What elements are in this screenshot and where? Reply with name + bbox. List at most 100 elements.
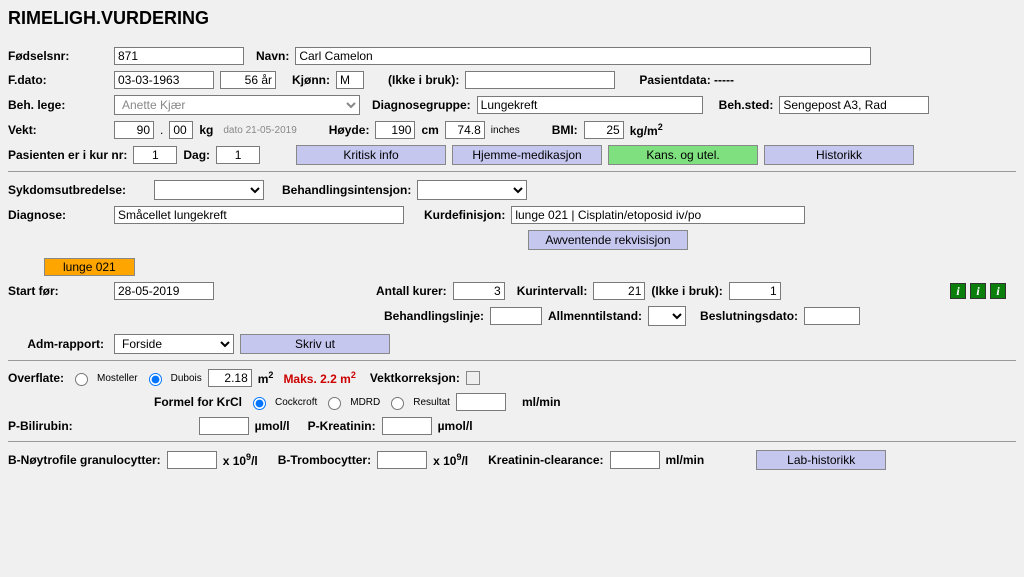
input-resultat[interactable] [456,393,506,411]
input-kurnum[interactable] [133,146,177,164]
label-m2: m2 [258,370,274,386]
row-sykdom: Sykdomsutbredelse: Behandlingsintensjon: [8,180,1016,200]
row-startfor: Start før: Antall kurer: Kurintervall: (… [8,282,1016,300]
radio-mosteller[interactable] [75,373,88,386]
label-ikkeibruk2: (Ikke i bruk): [651,284,722,298]
btn-kans[interactable]: Kans. og utel. [608,145,758,165]
select-admrapport[interactable]: Forside [114,334,234,354]
label-mdrd: MDRD [350,397,380,408]
label-cockcroft: Cockcroft [275,397,317,408]
input-age [220,71,276,89]
label-resultat: Resultat [413,397,450,408]
input-diagnose[interactable] [114,206,404,224]
input-trombocytter[interactable] [377,451,427,469]
label-umoll-2: µmol/l [438,419,473,433]
divider-1 [8,171,1016,172]
input-vekt2[interactable] [169,121,193,139]
radio-resultat[interactable] [391,397,404,410]
input-overflate[interactable] [208,369,252,387]
btn-awventende[interactable]: Awventende rekvisisjon [528,230,688,250]
input-pbilirubin[interactable] [199,417,249,435]
label-ikkeibruk: (Ikke i bruk): [388,73,459,87]
label-diagnose: Diagnose: [8,208,108,222]
label-overflate: Overflate: [8,371,64,385]
label-kurintervall: Kurintervall: [517,284,588,298]
input-granulocytter[interactable] [167,451,217,469]
tag-lungecode: lunge 021 [44,258,135,276]
input-vekt1[interactable] [114,121,154,139]
label-dag: Dag: [183,148,210,162]
radio-dubois[interactable] [149,373,162,386]
radio-mdrd[interactable] [328,397,341,410]
label-navn: Navn: [256,49,289,63]
input-ikkeibruk[interactable] [465,71,615,89]
input-diagnosegruppe[interactable] [477,96,703,114]
label-mlmin-2: ml/min [666,453,705,467]
label-fodselsnr: Fødselsnr: [8,49,108,63]
input-behandlingslinje[interactable] [490,307,542,325]
input-bmi [584,121,624,139]
select-sykdom[interactable] [154,180,264,200]
label-granulocytter: B-Nøytrofile granulocytter: [8,453,161,467]
radio-cockcroft[interactable] [253,397,266,410]
select-behlege[interactable]: Anette Kjær [114,95,360,115]
input-pkreatinin[interactable] [382,417,432,435]
btn-kritisk[interactable]: Kritisk info [296,145,446,165]
input-beslutningsdato[interactable] [804,307,860,325]
label-pasientkur: Pasienten er i kur nr: [8,148,127,162]
label-x10-1: x 109/l [223,452,258,468]
row-formel: Formel for KrCl Cockcroft MDRD Resultat … [8,393,1016,411]
input-fodselsnr[interactable] [114,47,244,65]
row-behandlingslinje: Behandlingslinje: Allmenntilstand: Beslu… [8,306,1016,326]
input-kurintervall[interactable] [593,282,645,300]
label-bmi: BMI: [552,123,578,137]
label-kreatclear: Kreatinin-clearance: [488,453,603,467]
divider-2 [8,360,1016,361]
row-awventende: Awventende rekvisisjon [8,230,1016,250]
label-kgm2: kg/m2 [630,122,663,138]
label-cm: cm [421,123,438,137]
label-kg: kg [199,123,213,137]
label-behandlingslinje: Behandlingslinje: [384,309,484,323]
btn-skrivut[interactable]: Skriv ut [240,334,390,354]
label-behlege: Beh. lege: [8,98,108,112]
input-antallkurer[interactable] [453,282,505,300]
row-admrapport: Adm-rapport: Forside Skriv ut [8,334,1016,354]
label-admrapport: Adm-rapport: [8,337,108,351]
input-kjonn[interactable] [336,71,364,89]
label-kurdef: Kurdefinisjon: [424,208,505,222]
btn-historikk[interactable]: Historikk [764,145,914,165]
input-startfor[interactable] [114,282,214,300]
label-hoyde: Høyde: [329,123,370,137]
btn-labhistorikk[interactable]: Lab-historikk [756,450,886,470]
label-umoll-1: µmol/l [255,419,290,433]
input-navn[interactable] [295,47,871,65]
label-mosteller: Mosteller [97,373,138,384]
input-kurdef[interactable] [511,206,805,224]
input-kreatclear[interactable] [610,451,660,469]
info-icon-2[interactable]: i [970,283,986,299]
label-trombocytter: B-Trombocytter: [278,453,371,467]
page-title: RIMELIGH.VURDERING [8,8,1016,29]
label-antallkurer: Antall kurer: [376,284,447,298]
label-intensjon: Behandlingsintensjon: [282,183,411,197]
btn-hjemme[interactable]: Hjemme-medikasjon [452,145,602,165]
info-icon-3[interactable]: i [990,283,1006,299]
label-beslutningsdato: Beslutningsdato: [700,309,798,323]
input-ikkeibruk2[interactable] [729,282,781,300]
label-behsted: Beh.sted: [719,98,774,112]
info-icon-1[interactable]: i [950,283,966,299]
select-allmenn[interactable] [648,306,686,326]
input-dag[interactable] [216,146,260,164]
row-overflate: Overflate: Mosteller Dubois m2 Maks. 2.2… [8,369,1016,387]
row-fodselsnr: Fødselsnr: Navn: [8,47,1016,65]
label-x10-2: x 109/l [433,452,468,468]
row-diagnose: Diagnose: Kurdefinisjon: [8,206,1016,224]
select-intensjon[interactable] [417,180,527,200]
checkbox-vektkorr[interactable] [466,371,480,385]
input-behsted[interactable] [779,96,929,114]
row-vekt: Vekt: . kg dato 21-05-2019 Høyde: cm inc… [8,121,1016,139]
label-pbilirubin: P-Bilirubin: [8,419,73,433]
input-hoyde[interactable] [375,121,415,139]
input-fdato[interactable] [114,71,214,89]
